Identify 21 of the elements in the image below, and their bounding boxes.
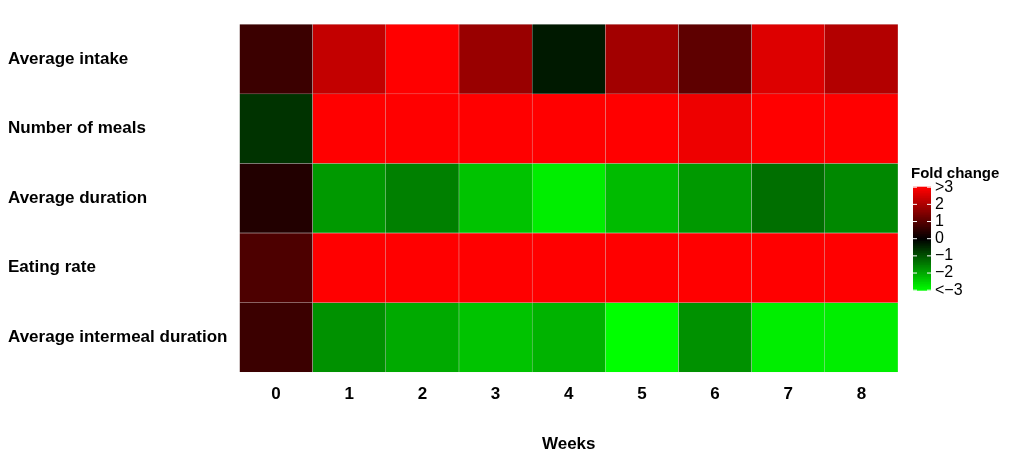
color-bar-label: <−3 (935, 280, 963, 298)
x-tick-label: 2 (417, 384, 428, 404)
x-tick-label: 5 (637, 384, 647, 404)
x-tick-label: 3 (490, 384, 501, 404)
y-tick-label: Average duration (8, 187, 148, 207)
y-tick-label: Average intermeal duration (8, 327, 228, 347)
x-tick-label: 7 (783, 384, 793, 404)
x-tick-label: 8 (856, 384, 867, 404)
color-bar-label: 0 (935, 229, 944, 247)
color-bar-label: 2 (935, 194, 944, 212)
x-tick-label: 4 (564, 384, 575, 404)
y-tick-label: Average intake (8, 48, 129, 68)
x-axis-title: Weeks (541, 434, 596, 454)
x-tick-label: 0 (271, 384, 281, 404)
color-bar-label: −1 (935, 246, 954, 264)
color-bar-label: 1 (935, 211, 944, 229)
color-bar-label: −2 (935, 263, 954, 281)
y-tick-label: Eating rate (8, 257, 96, 277)
x-tick-label: 1 (344, 384, 354, 404)
y-tick-label: Number of meals (8, 118, 146, 138)
x-tick-label: 6 (710, 384, 720, 404)
